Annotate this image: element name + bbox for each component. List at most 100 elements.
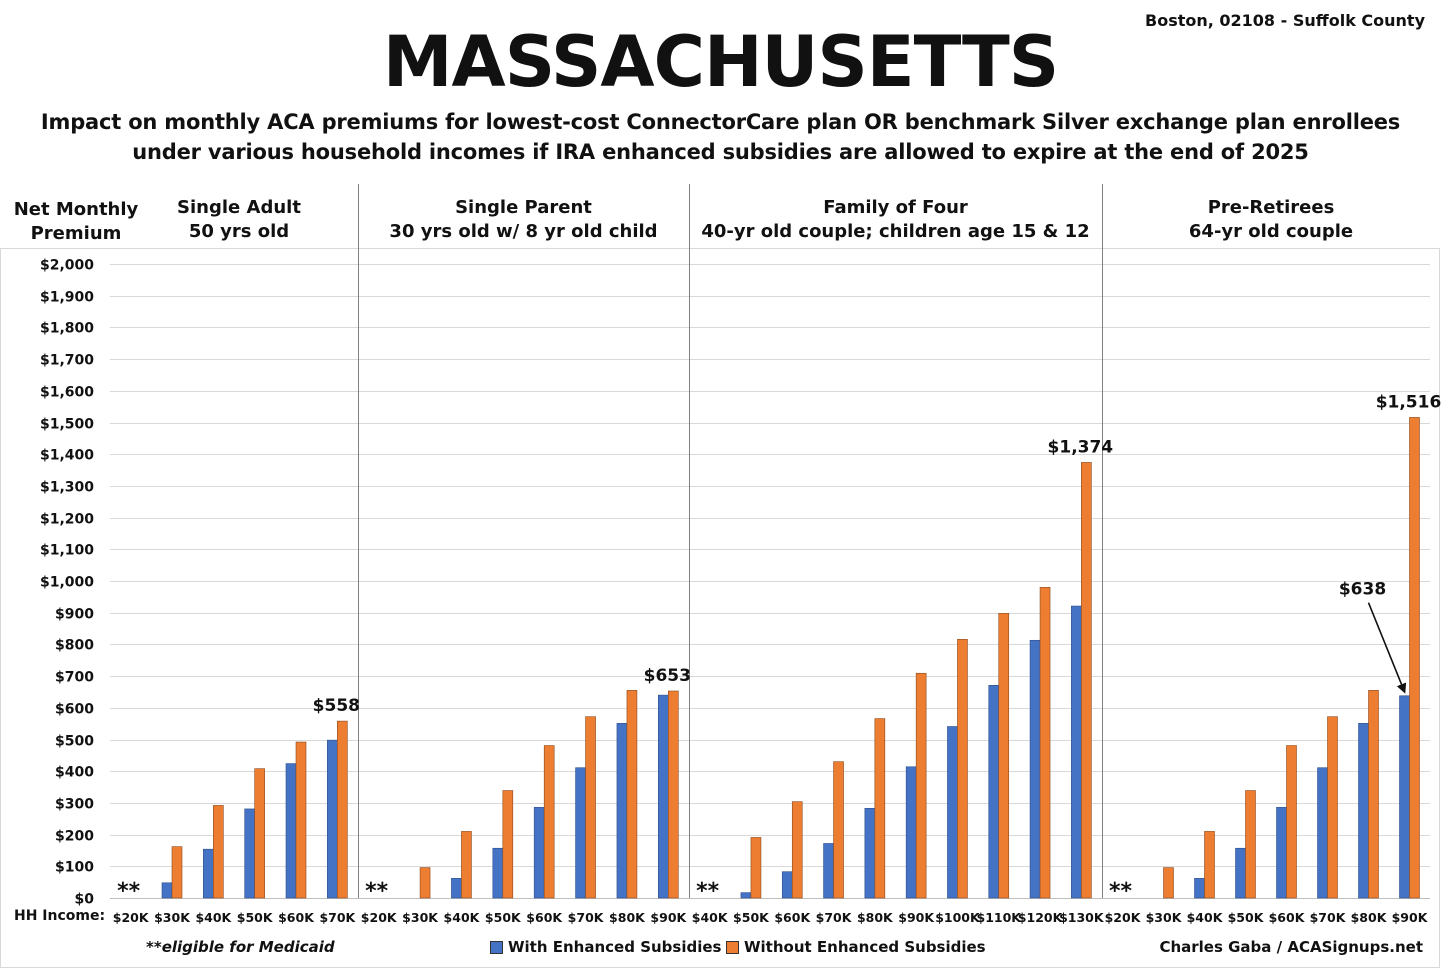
x-tick-label: $80K (609, 910, 646, 925)
bar-without-subsidies (502, 790, 514, 899)
panel-title-single-adult: Single Adult 50 yrs old (110, 196, 368, 244)
bar-with-subsidies (781, 871, 793, 899)
bar-with-subsidies (285, 763, 297, 899)
bar-with-subsidies (1358, 723, 1369, 899)
subtitle-line-1: Impact on monthly ACA premiums for lowes… (40, 110, 1401, 134)
bar-without-subsidies (1409, 417, 1420, 899)
y-tick-label: $1,000 (40, 575, 94, 591)
arrow-annotation-label: $638 (1339, 580, 1386, 600)
bar-without-subsidies (254, 768, 265, 899)
bar-with-subsidies (533, 807, 545, 899)
bar-with-subsidies (1276, 807, 1287, 899)
page-title: MASSACHUSETTS (382, 21, 1059, 103)
legend-label-with: With Enhanced Subsidies (508, 938, 722, 956)
x-tick-label: $80K (857, 910, 894, 925)
bar-without-subsidies (1081, 462, 1092, 899)
x-tick-label: $30K (154, 910, 191, 925)
y-tick-label: $2,000 (40, 258, 94, 274)
x-tick-label: $90K (650, 910, 687, 925)
legend-swatch-without (726, 940, 739, 954)
value-annotation: $1,516 (1376, 392, 1441, 412)
x-tick-label: $40K (195, 910, 232, 925)
y-tick-label: $1,900 (40, 290, 94, 306)
y-tick-label: $800 (55, 638, 94, 654)
bar-without-subsidies (171, 846, 183, 899)
y-tick-label: $1,200 (40, 512, 94, 528)
x-tick-label: $70K (816, 910, 853, 925)
x-tick-label: $50K (485, 910, 522, 925)
bar-without-subsidies (998, 613, 1010, 899)
y-tick-label: $300 (55, 797, 94, 813)
panel-title-family-of-four: Family of Four 40-yr old couple; childre… (689, 196, 1102, 244)
location-label: Boston, 02108 - Suffolk County (1145, 11, 1425, 30)
x-tick-label: $20K (1105, 910, 1142, 925)
hh-income-label: HH Income: (14, 908, 106, 924)
x-tick-label: $70K (1310, 910, 1347, 925)
bar-without-subsidies (626, 690, 638, 899)
panel-title-line-2: 40-yr old couple; children age 15 & 12 (701, 221, 1090, 242)
bar-without-subsidies (791, 801, 803, 899)
bar-without-subsidies (1039, 587, 1051, 899)
x-tick-label: $40K (1187, 910, 1224, 925)
panel-title-line-2: 50 yrs old (188, 221, 290, 242)
y-tick-label: $400 (55, 765, 94, 781)
bar-without-subsidies (874, 718, 886, 899)
bar-with-subsidies (492, 847, 504, 899)
value-annotation: $653 (644, 666, 691, 686)
bar-without-subsidies (213, 805, 224, 899)
legend-swatch-with (490, 940, 503, 954)
x-tick-label: $50K (733, 910, 770, 925)
panel-title-line-1: Family of Four (823, 197, 968, 218)
bar-without-subsidies (668, 690, 679, 899)
x-tick-label: $90K (898, 910, 935, 925)
y-tick-label: $1,500 (40, 417, 94, 433)
y-tick-label: $1,800 (40, 321, 94, 337)
bar-with-subsidies (1029, 639, 1041, 899)
legend-item-without: Without Enhanced Subsidies (726, 938, 986, 956)
bar-with-subsidies (864, 807, 876, 899)
bar-with-subsidies (1399, 695, 1410, 899)
x-tick-label: $50K (1228, 910, 1265, 925)
panel-title-line-1: Pre-Retirees (1207, 197, 1335, 218)
bar-with-subsidies (203, 848, 214, 899)
bar-without-subsidies (915, 672, 927, 899)
bar-without-subsidies (1245, 790, 1256, 899)
x-tick-label: $70K (568, 910, 605, 925)
y-tick-label: $100 (55, 860, 94, 876)
x-tick-label: $110K (977, 910, 1023, 925)
bar-with-subsidies (947, 726, 958, 899)
panel-title-line-1: Single Parent (455, 197, 592, 218)
x-tick-label: $20K (361, 910, 398, 925)
x-tick-label: $60K (1269, 910, 1306, 925)
legend-label-without: Without Enhanced Subsidies (744, 938, 986, 956)
panel-title-line-2: 30 yrs old w/ 8 yr old child (389, 221, 658, 242)
medicaid-marker: ** (365, 879, 389, 904)
y-tick-label: $1,400 (40, 448, 94, 464)
value-annotation: $558 (313, 696, 360, 716)
medicaid-marker: ** (117, 879, 141, 904)
bar-without-subsidies (750, 837, 762, 899)
medicaid-marker: ** (696, 879, 720, 904)
bar-without-subsidies (1286, 745, 1297, 899)
x-tick-label: $20K (113, 910, 150, 925)
x-tick-label: $40K (444, 910, 481, 925)
bar-without-subsidies (337, 720, 348, 899)
bar-with-subsidies (740, 892, 752, 899)
panel-title-line-1: Single Adult (177, 197, 301, 218)
panel-title-line-2: 64-yr old couple (1188, 221, 1354, 242)
bar-without-subsidies (461, 831, 472, 899)
bar-with-subsidies (616, 723, 628, 899)
medicaid-footnote: **eligible for Medicaid (146, 938, 335, 956)
bar-without-subsidies (957, 639, 968, 899)
bar-with-subsidies (1317, 767, 1328, 899)
x-tick-label: $30K (1146, 910, 1183, 925)
y-axis-label-line-1: Net Monthly (13, 199, 139, 220)
x-tick-label: $50K (237, 910, 274, 925)
bar-without-subsidies (1327, 716, 1338, 899)
y-tick-label: $1,600 (40, 385, 94, 401)
bar-without-subsidies (1163, 867, 1174, 899)
y-axis-label-line-2: Premium (30, 223, 122, 244)
bar-with-subsidies (1071, 605, 1082, 899)
y-tick-label: $700 (55, 670, 94, 686)
bar-without-subsidies (295, 741, 307, 899)
